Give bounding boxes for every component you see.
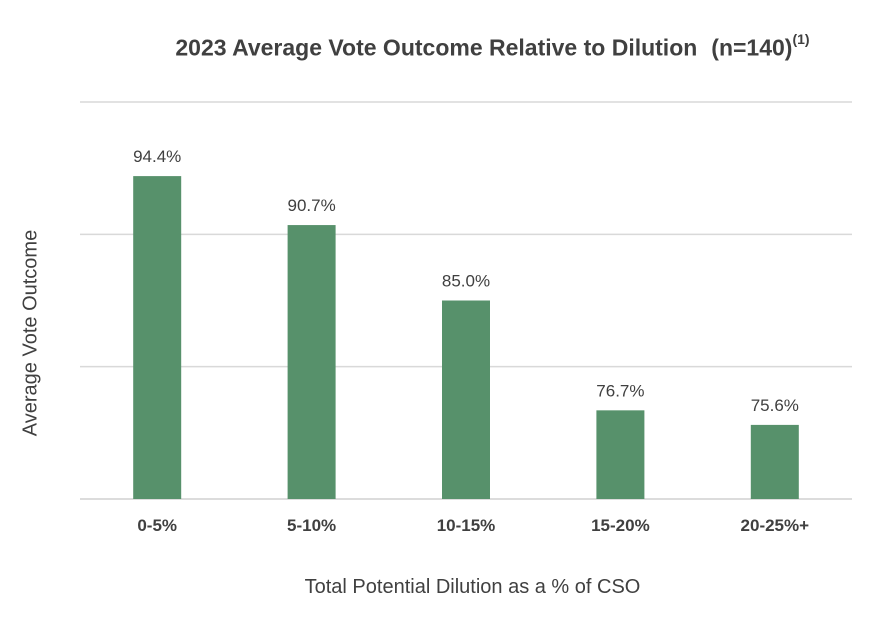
bar <box>596 410 645 499</box>
data-label: 94.4% <box>133 147 181 166</box>
bar <box>133 176 182 499</box>
bar <box>287 225 336 499</box>
x-tick-label: 10-15% <box>437 516 496 535</box>
x-tick-label: 20-25%+ <box>741 516 810 535</box>
chart-title-note: (n=140) <box>711 34 793 61</box>
bar <box>442 300 490 499</box>
bar <box>750 424 799 499</box>
x-axis-label: Total Potential Dilution as a % of CSO <box>304 576 641 598</box>
data-label: 75.6% <box>751 396 799 415</box>
data-label: 85.0% <box>442 272 490 291</box>
chart-title: 2023 Average Vote Outcome Relative to Di… <box>0 31 880 62</box>
chart-title-text: 2023 Average Vote Outcome Relative to Di… <box>175 34 698 61</box>
x-tick-label: 15-20% <box>591 516 650 535</box>
chart-title-footnote: (1) <box>792 31 810 47</box>
data-label: 90.7% <box>287 196 335 215</box>
x-tick-label: 5-10% <box>287 516 336 535</box>
x-tick-label: 0-5% <box>137 516 177 535</box>
data-label: 76.7% <box>596 381 644 400</box>
